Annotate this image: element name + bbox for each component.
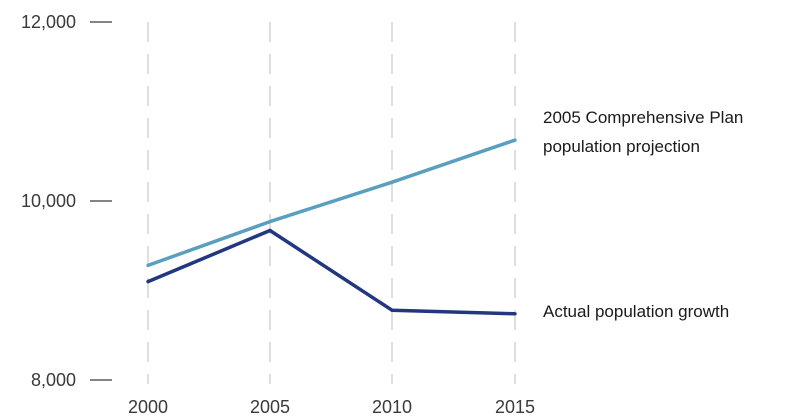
x-tick-label: 2015 xyxy=(495,397,535,417)
vertical-gridlines xyxy=(147,22,516,384)
x-tick-label: 2010 xyxy=(372,397,412,417)
series-lines xyxy=(146,138,517,316)
data-point xyxy=(268,219,272,224)
x-tick-label: 2005 xyxy=(250,397,290,417)
x-axis: 2000 2005 2010 2015 xyxy=(128,397,535,417)
y-tick-label: 8,000 xyxy=(31,370,76,390)
data-point xyxy=(146,279,150,284)
series-line-projection xyxy=(147,138,516,268)
data-point xyxy=(513,138,517,142)
series-label-projection-line-2: population projection xyxy=(543,137,700,156)
data-point xyxy=(146,263,150,268)
series-label-actual: Actual population growth xyxy=(543,302,729,321)
series-labels: 2005 Comprehensive Plan population proje… xyxy=(543,108,743,321)
y-axis: 12,000 10,000 8,000 xyxy=(21,12,112,390)
y-tick-label: 10,000 xyxy=(21,191,76,211)
series-line-actual xyxy=(147,228,516,316)
y-tick-label: 12,000 xyxy=(21,12,76,32)
data-point xyxy=(513,312,517,316)
data-point xyxy=(390,180,394,184)
series-label-projection-line-1: 2005 Comprehensive Plan xyxy=(543,108,743,127)
x-tick-label: 2000 xyxy=(128,397,168,417)
data-point xyxy=(268,228,272,233)
data-point xyxy=(390,308,394,312)
